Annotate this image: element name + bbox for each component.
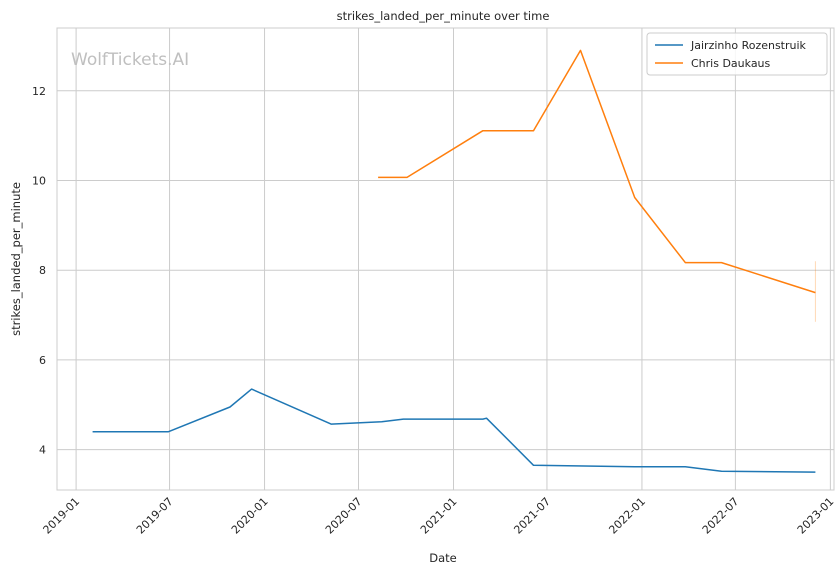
y-tick-label: 12 [32,85,46,98]
y-tick-label: 10 [32,175,46,188]
y-tick-label: 8 [39,264,46,277]
x-tick-label: 2020-01 [229,495,271,537]
legend-label-jairzinho: Jairzinho Rozenstruik [690,39,807,52]
x-tick-label: 2021-01 [418,495,460,537]
chart-title: strikes_landed_per_minute over time [337,9,550,23]
series-line-jairzinho-rozenstruik [92,388,816,473]
legend: Jairzinho Rozenstruik Chris Daukaus [646,32,828,76]
x-tick-label: 2019-07 [134,495,176,537]
x-tick-label: 2019-01 [41,495,83,537]
x-tick-label: 2022-07 [700,495,742,537]
x-tick-label: 2023-01 [795,495,837,537]
x-axis-label: Date [429,551,457,565]
watermark: WolfTickets.AI [71,50,189,70]
series-layer [92,49,816,473]
legend-label-daukaus: Chris Daukaus [691,57,771,70]
y-tick-label: 4 [39,444,46,457]
x-tick-label: 2020-07 [323,495,365,537]
legend-box [646,32,828,76]
y-tick-label: 6 [39,354,46,367]
grid [57,28,834,490]
series-line-chris-daukaus [378,49,816,294]
x-tick-label: 2021-07 [511,495,553,537]
y-axis-label: strikes_landed_per_minute [9,182,23,336]
x-axis-ticks: 2019-01 2019-07 2020-01 2020-07 2021-01 2021-… [41,495,837,537]
y-axis-ticks: 4 6 8 10 12 [32,85,46,457]
x-tick-label: 2022-01 [606,495,648,537]
plot-frame [56,27,835,491]
